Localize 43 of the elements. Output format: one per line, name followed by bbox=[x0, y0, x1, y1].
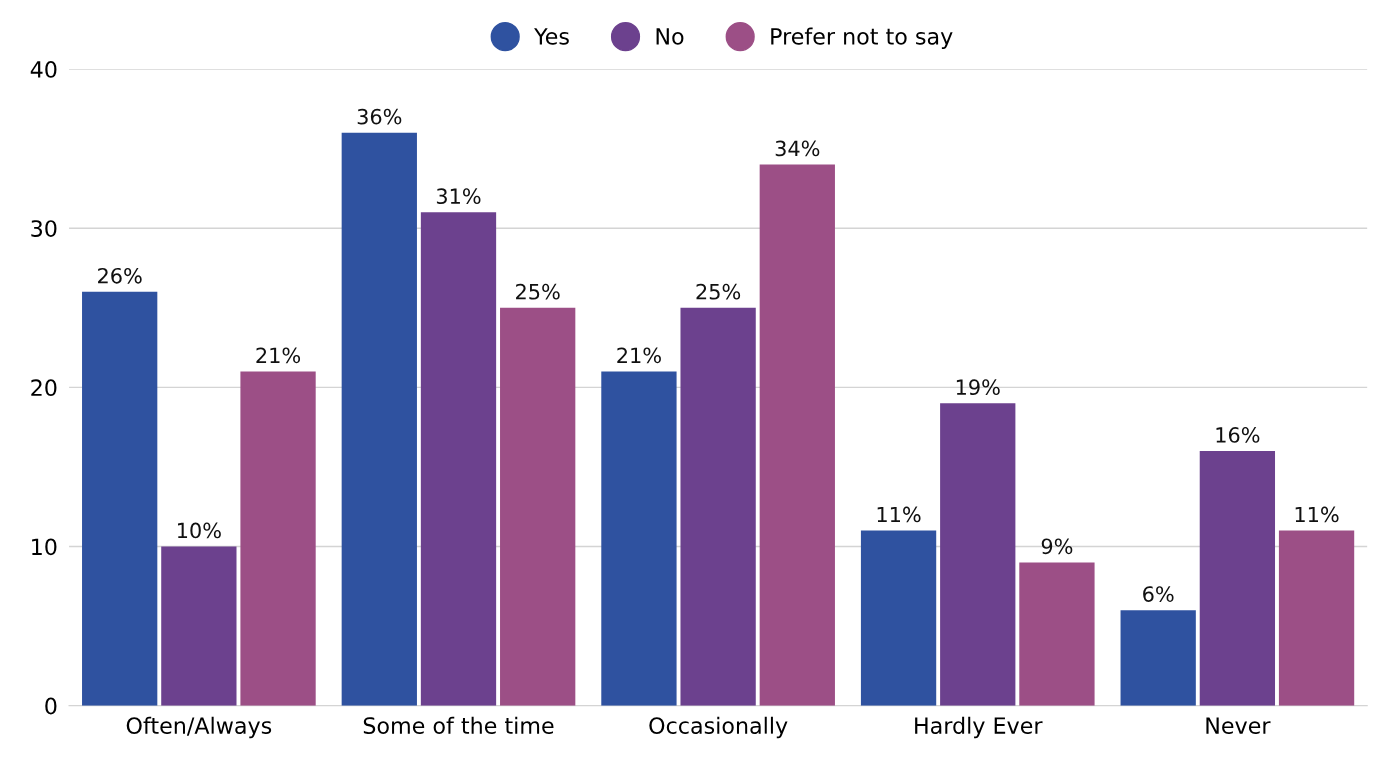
data-label: 36% bbox=[357, 108, 402, 125]
bar bbox=[500, 307, 576, 706]
bar bbox=[1019, 562, 1095, 706]
bar bbox=[940, 403, 1016, 706]
data-label: 16% bbox=[1216, 427, 1260, 443]
legend-label: No bbox=[656, 28, 684, 45]
data-label: 11% bbox=[1295, 506, 1339, 523]
bar bbox=[82, 291, 158, 706]
data-label: 9% bbox=[1041, 538, 1073, 555]
bar bbox=[341, 132, 417, 706]
y-tick-label: 10 bbox=[32, 538, 57, 556]
bar bbox=[1278, 530, 1355, 706]
data-label: 6% bbox=[1143, 586, 1174, 602]
bar bbox=[860, 530, 937, 706]
bar bbox=[1199, 451, 1276, 706]
x-tick-label: Often/Always bbox=[126, 716, 272, 739]
data-label: 34% bbox=[775, 140, 820, 157]
data-label: 25% bbox=[516, 283, 560, 300]
data-label: 25% bbox=[696, 283, 741, 300]
legend-label: Prefer not to say bbox=[771, 27, 953, 50]
data-label: 21% bbox=[256, 347, 301, 364]
data-label: 11% bbox=[877, 506, 921, 523]
x-tick-label: Never bbox=[1206, 717, 1271, 734]
y-tick-label: 40 bbox=[30, 60, 57, 78]
data-label: 31% bbox=[436, 188, 481, 205]
x-tick-label: Some of the time bbox=[363, 716, 554, 734]
bar bbox=[601, 371, 677, 706]
data-label: 10% bbox=[178, 522, 221, 539]
bar bbox=[420, 212, 497, 706]
data-label: 19% bbox=[956, 379, 1000, 396]
y-tick-label: 30 bbox=[31, 220, 57, 237]
y-tick-label: 20 bbox=[31, 379, 57, 397]
bar bbox=[680, 307, 756, 706]
bar bbox=[1120, 610, 1196, 706]
bar bbox=[759, 164, 835, 706]
bar bbox=[240, 371, 316, 706]
bar bbox=[161, 546, 237, 706]
data-label: 21% bbox=[617, 347, 661, 364]
y-tick-label: 0 bbox=[45, 697, 57, 715]
x-tick-label: Hardly Ever bbox=[915, 716, 1043, 739]
legend-label: Yes bbox=[534, 28, 569, 45]
data-label: 26% bbox=[98, 267, 142, 284]
x-tick-label: Occasionally bbox=[649, 716, 788, 739]
